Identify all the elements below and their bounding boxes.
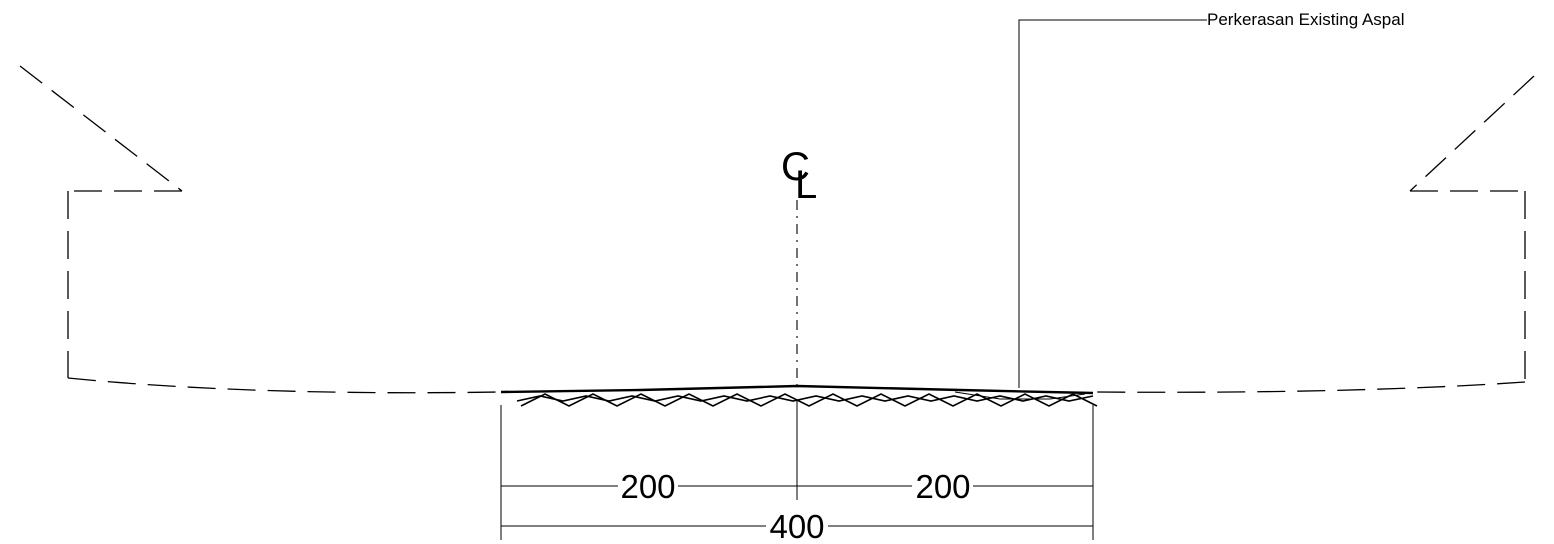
dimension-right-half: 200 (915, 468, 970, 505)
centerline-symbol-c: C (781, 145, 810, 189)
dimension-extension-lines (500, 400, 1094, 540)
pavement-note-label: Perkerasan Existing Aspal (1207, 10, 1405, 29)
dimension-total-width: 400 (769, 508, 824, 544)
dimension-lines (501, 485, 1093, 527)
pavement-note-callout: Perkerasan Existing Aspal (1018, 10, 1405, 388)
centerline-marker: C L (781, 145, 817, 392)
centerline-symbol-l: L (795, 163, 817, 207)
aggregate-base-hatch (516, 395, 1094, 402)
left-embankment-outline (19, 65, 501, 394)
right-embankment-outline (1096, 75, 1535, 393)
existing-asphalt-pavement (500, 384, 1098, 407)
leader-line (1018, 19, 1207, 388)
dimension-left-half: 200 (620, 468, 675, 505)
